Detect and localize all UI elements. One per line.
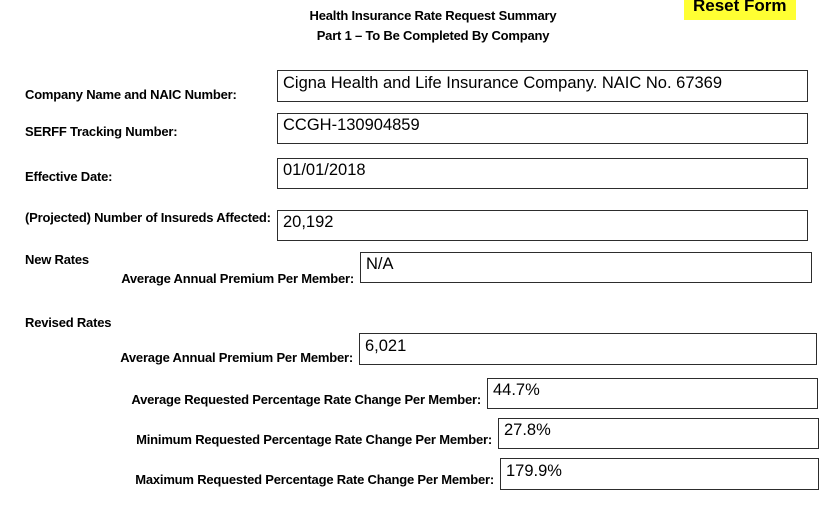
insureds-affected-label: (Projected) Number of Insureds Affected: [25,210,271,225]
serff-tracking-label: SERFF Tracking Number: [25,124,178,139]
reset-form-button[interactable]: Reset Form [684,0,796,20]
revised-avg-premium-label: Average Annual Premium Per Member: [120,350,353,365]
min-pct-change-input[interactable] [498,418,819,449]
serff-tracking-input[interactable] [277,113,808,144]
max-pct-change-label: Maximum Requested Percentage Rate Change… [135,472,494,487]
effective-date-input[interactable] [277,158,808,189]
form-title: Health Insurance Rate Request Summary Pa… [310,6,557,46]
new-avg-premium-input[interactable] [360,252,812,283]
avg-pct-change-input[interactable] [487,378,818,409]
form-title-line1: Health Insurance Rate Request Summary [309,8,557,23]
max-pct-change-input[interactable] [500,458,819,490]
insureds-affected-input[interactable] [277,210,808,241]
section-revised-rates: Revised Rates [25,315,112,330]
new-avg-premium-label: Average Annual Premium Per Member: [121,271,354,286]
company-name-label: Company Name and NAIC Number: [25,87,237,102]
section-new-rates: New Rates [25,252,89,267]
form-title-line2: Part 1 – To Be Completed By Company [316,28,550,43]
revised-avg-premium-input[interactable] [359,333,817,365]
min-pct-change-label: Minimum Requested Percentage Rate Change… [136,432,492,447]
company-name-input[interactable] [277,70,808,102]
effective-date-label: Effective Date: [25,169,113,184]
avg-pct-change-label: Average Requested Percentage Rate Change… [131,392,481,407]
